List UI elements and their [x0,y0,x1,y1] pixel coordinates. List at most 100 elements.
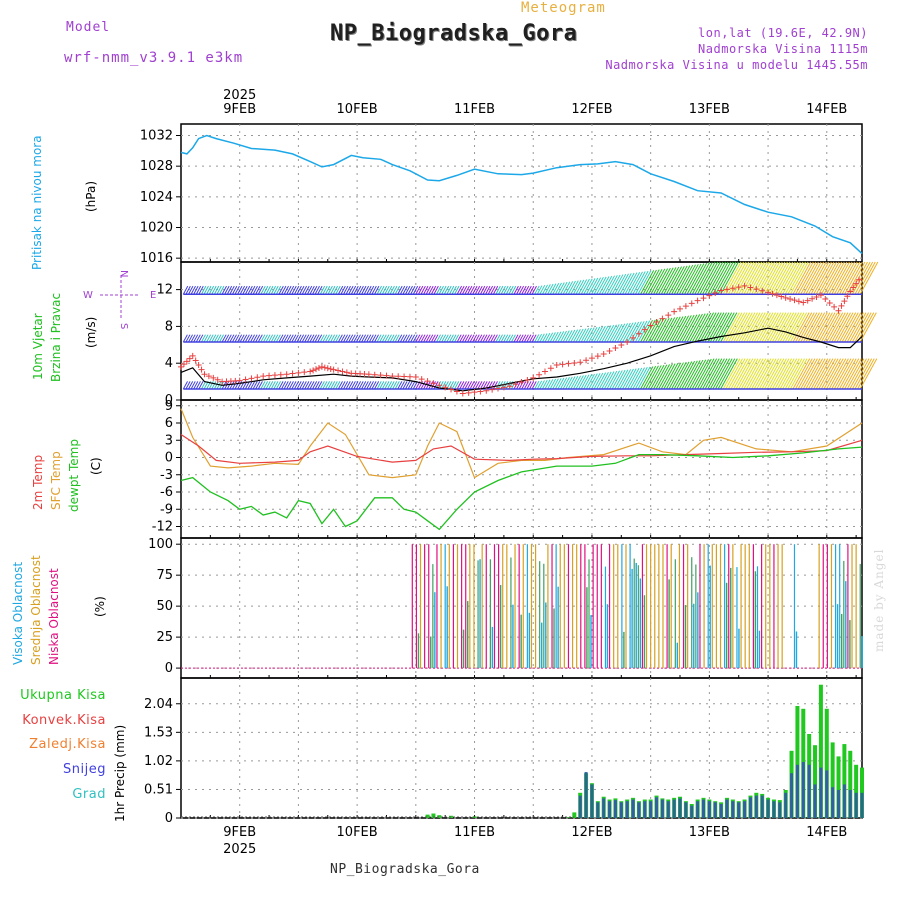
wind-barb [748,312,766,343]
wind-barb [634,366,648,390]
top-day-label: 11FEB [454,102,495,117]
wind-barb [580,328,590,343]
wind-barb [384,285,390,295]
wind-barb [660,267,677,295]
gust-marker [186,355,193,362]
wind-barb [415,285,421,295]
gust-marker [729,285,736,292]
gust-marker [813,293,820,300]
gust-marker [495,385,502,392]
gust-marker [723,286,730,293]
wind-barb [857,261,876,295]
gust-marker [318,363,325,370]
gust-marker [283,371,290,378]
wind-barb [384,334,390,343]
gust-marker [248,375,255,382]
wind-barb [609,274,621,295]
wind-barb [443,285,450,295]
wind-barb [554,331,562,343]
wind-barb [552,283,560,295]
wind-barb [425,334,431,343]
wind-title-1: 10m Vjetar [31,313,45,380]
wind-barb [707,358,725,390]
wind-barb [851,312,870,343]
gust-marker [335,367,342,374]
wind-barb [609,324,620,343]
wind-barb [580,374,590,390]
wind-barb [193,334,199,343]
wind-barb [614,369,626,390]
wind-barb [371,334,377,343]
wind-barb [190,334,196,343]
wind-barb [663,316,678,343]
wind-barb [208,285,215,295]
precip-snow-bar [795,764,799,818]
wind-barb [588,277,599,295]
wind-barb [456,381,462,390]
gust-marker [571,359,578,366]
wind-barb [678,264,696,295]
wind-barb [348,285,354,295]
wind-barb [219,334,224,343]
wind-barb [366,381,372,390]
precip-snow-bar [696,801,700,818]
bottom-day-label: 10FEB [337,825,378,840]
wind-barb [438,334,444,343]
gust-marker [483,387,490,394]
wind-barb [645,269,660,295]
wind-barb [567,329,576,343]
pressure-ylabel: (hPa) [84,181,98,212]
precip-snow-bar [643,801,647,818]
wind-barb [394,285,401,295]
gust-marker [759,287,766,294]
wind-barb [815,358,834,390]
gust-marker [266,372,273,379]
wind-barb [854,261,874,295]
wind-barb [355,334,361,343]
gust-marker [214,376,221,383]
wind-barb [813,358,831,390]
wind-barb [260,381,266,390]
wind-barb [789,312,808,343]
wind-barb [779,312,797,343]
wind-barb [200,334,206,343]
precip-snow-bar [790,773,794,818]
wind-barb [244,334,250,343]
wind-barb [415,334,421,343]
wind-barb [231,381,238,390]
gust-marker [841,298,848,305]
wind-barb [474,285,481,295]
wind-barb [244,285,251,295]
wind-barb [686,359,704,390]
wind-barb [572,280,582,295]
wind-barb [350,334,356,343]
gust-marker [178,363,184,370]
wind-barb [505,285,512,295]
wind-barb [722,358,741,390]
wind-barb [309,381,315,390]
wind-barb [394,381,400,390]
wind-barb [846,358,865,390]
wind-barb [200,285,207,295]
panel-titles: Pritisak na nivou mora (hPa) 10m Vjetar … [11,135,127,822]
wind-barb [539,380,545,390]
wind-barb [402,381,408,390]
wind-barb [337,285,344,295]
temp-ylabel: (C) [89,457,103,475]
wind-barb [433,334,439,343]
gust-marker [659,315,666,322]
wind-barb [417,381,424,390]
wind-barb [203,285,209,295]
wind-barb [596,372,607,390]
wind-barb [777,312,795,343]
wind-barb [193,381,199,390]
wind-barb [327,381,333,390]
compass-w: W [83,290,93,301]
gust-marker [838,302,845,309]
wind-barb [319,334,325,343]
wind-barb [658,363,673,390]
wind-barb [756,261,775,295]
gust-marker [506,383,513,390]
wind-barb [696,261,716,295]
wind-barb [428,285,434,295]
